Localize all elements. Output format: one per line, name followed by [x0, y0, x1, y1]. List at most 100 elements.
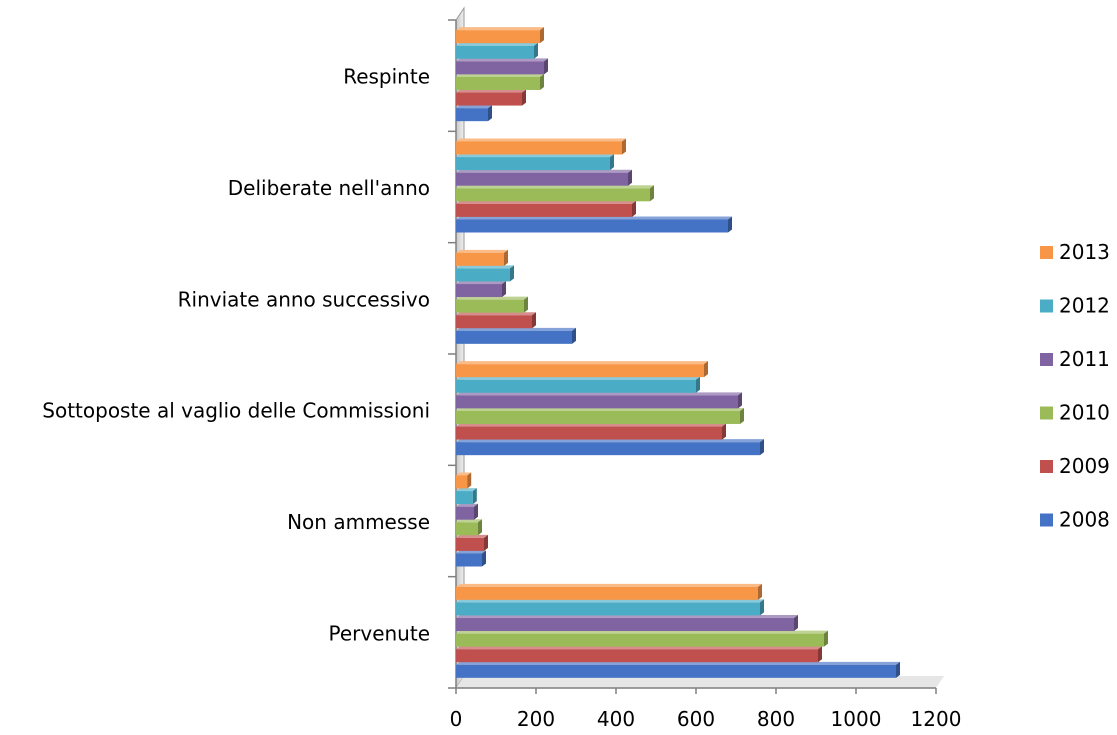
bar	[456, 296, 528, 313]
category-label: Pervenute	[328, 621, 430, 645]
bar-end	[696, 376, 700, 393]
bar-end	[540, 27, 544, 44]
bar-end	[502, 281, 506, 298]
bar-front	[456, 522, 478, 536]
bar-top	[456, 615, 798, 619]
bar-end	[482, 550, 486, 567]
bar	[456, 407, 744, 424]
floor	[456, 676, 944, 688]
bar-top	[456, 105, 492, 109]
bar-front	[456, 172, 628, 186]
legend-label: 2012	[1059, 294, 1110, 318]
bar-end	[760, 599, 764, 616]
bar	[456, 488, 477, 505]
legend-label: 2008	[1059, 508, 1110, 532]
legend-item: 2010	[1040, 401, 1110, 425]
bar-end	[544, 58, 548, 75]
bar-end	[572, 327, 576, 344]
bar	[456, 138, 626, 155]
bar-front	[456, 602, 760, 616]
bar-end	[818, 646, 822, 663]
bar	[456, 646, 822, 663]
bar-front	[456, 141, 622, 155]
bar	[456, 583, 762, 600]
legend: 2013 2012 2011 2010 2009 2008	[1040, 240, 1110, 532]
bar-front	[456, 315, 532, 329]
bar-top	[456, 200, 636, 204]
x-tick-label: 200	[517, 707, 555, 731]
bar	[456, 185, 654, 202]
bar-front	[456, 491, 473, 505]
bar-top	[456, 439, 764, 443]
bar-top	[456, 407, 744, 411]
bar-top	[456, 169, 632, 173]
x-tick-label: 1000	[831, 707, 882, 731]
category-label: Deliberate nell'anno	[228, 176, 430, 200]
bar-front	[456, 284, 502, 298]
category-label: Respinte	[343, 65, 430, 89]
bar-end	[478, 519, 482, 536]
bar-front	[456, 45, 534, 59]
legend-swatch	[1040, 460, 1053, 473]
bar-end	[467, 472, 472, 489]
legend-label: 2013	[1059, 240, 1110, 264]
x-tick-label: 1200	[911, 707, 962, 731]
bar-top	[456, 630, 828, 634]
bar-top	[456, 646, 822, 650]
bar-top	[456, 488, 477, 492]
bar	[456, 423, 726, 440]
bar-front	[456, 537, 484, 551]
bar-front	[456, 203, 632, 217]
legend-swatch	[1040, 353, 1053, 366]
bar	[456, 630, 828, 647]
bars	[456, 27, 900, 678]
bar	[456, 661, 900, 678]
bar-end	[738, 392, 742, 409]
bar-top	[456, 89, 526, 93]
bar-end	[824, 630, 828, 647]
bar-top	[456, 185, 654, 189]
bar-top	[456, 599, 764, 603]
bar-front	[456, 330, 572, 344]
bar-front	[456, 506, 474, 520]
bar-end	[610, 154, 614, 171]
bar	[456, 361, 708, 378]
bar-top	[456, 265, 514, 269]
category-label: Non ammesse	[287, 510, 430, 534]
bar-top	[456, 503, 478, 507]
bar-front	[456, 299, 524, 313]
legend-swatch	[1040, 406, 1053, 420]
bar-top	[456, 42, 538, 46]
bar-top	[456, 327, 576, 331]
bar-end	[524, 296, 528, 313]
bar-top	[456, 27, 544, 31]
bar	[456, 58, 548, 75]
bar-top	[456, 249, 508, 253]
bar-top	[456, 392, 742, 396]
category-label: Rinviate anno successivo	[178, 287, 430, 311]
bar-front	[456, 30, 540, 44]
x-tick-label: 400	[597, 707, 635, 731]
bar-front	[456, 633, 824, 647]
category-label: Sottoposte al vaglio delle Commissioni	[42, 399, 430, 423]
bar-top	[456, 534, 488, 538]
bar	[456, 249, 508, 266]
legend-label: 2010	[1059, 401, 1110, 425]
x-tick-label: 600	[677, 707, 715, 731]
x-tick-label: 800	[757, 707, 795, 731]
bar-front	[456, 108, 488, 122]
bar-end	[504, 249, 508, 266]
bar-top	[456, 519, 482, 523]
bar	[456, 392, 742, 409]
bar-end	[534, 42, 538, 59]
bar	[456, 519, 482, 536]
legend-item: 2008	[1040, 508, 1110, 532]
legend-item: 2013	[1040, 240, 1110, 264]
bar-end	[728, 216, 732, 233]
x-tick-label: 0	[450, 707, 463, 731]
bar-top	[456, 58, 548, 62]
bar	[456, 472, 472, 489]
bar	[456, 89, 526, 106]
bar-top	[456, 472, 472, 476]
